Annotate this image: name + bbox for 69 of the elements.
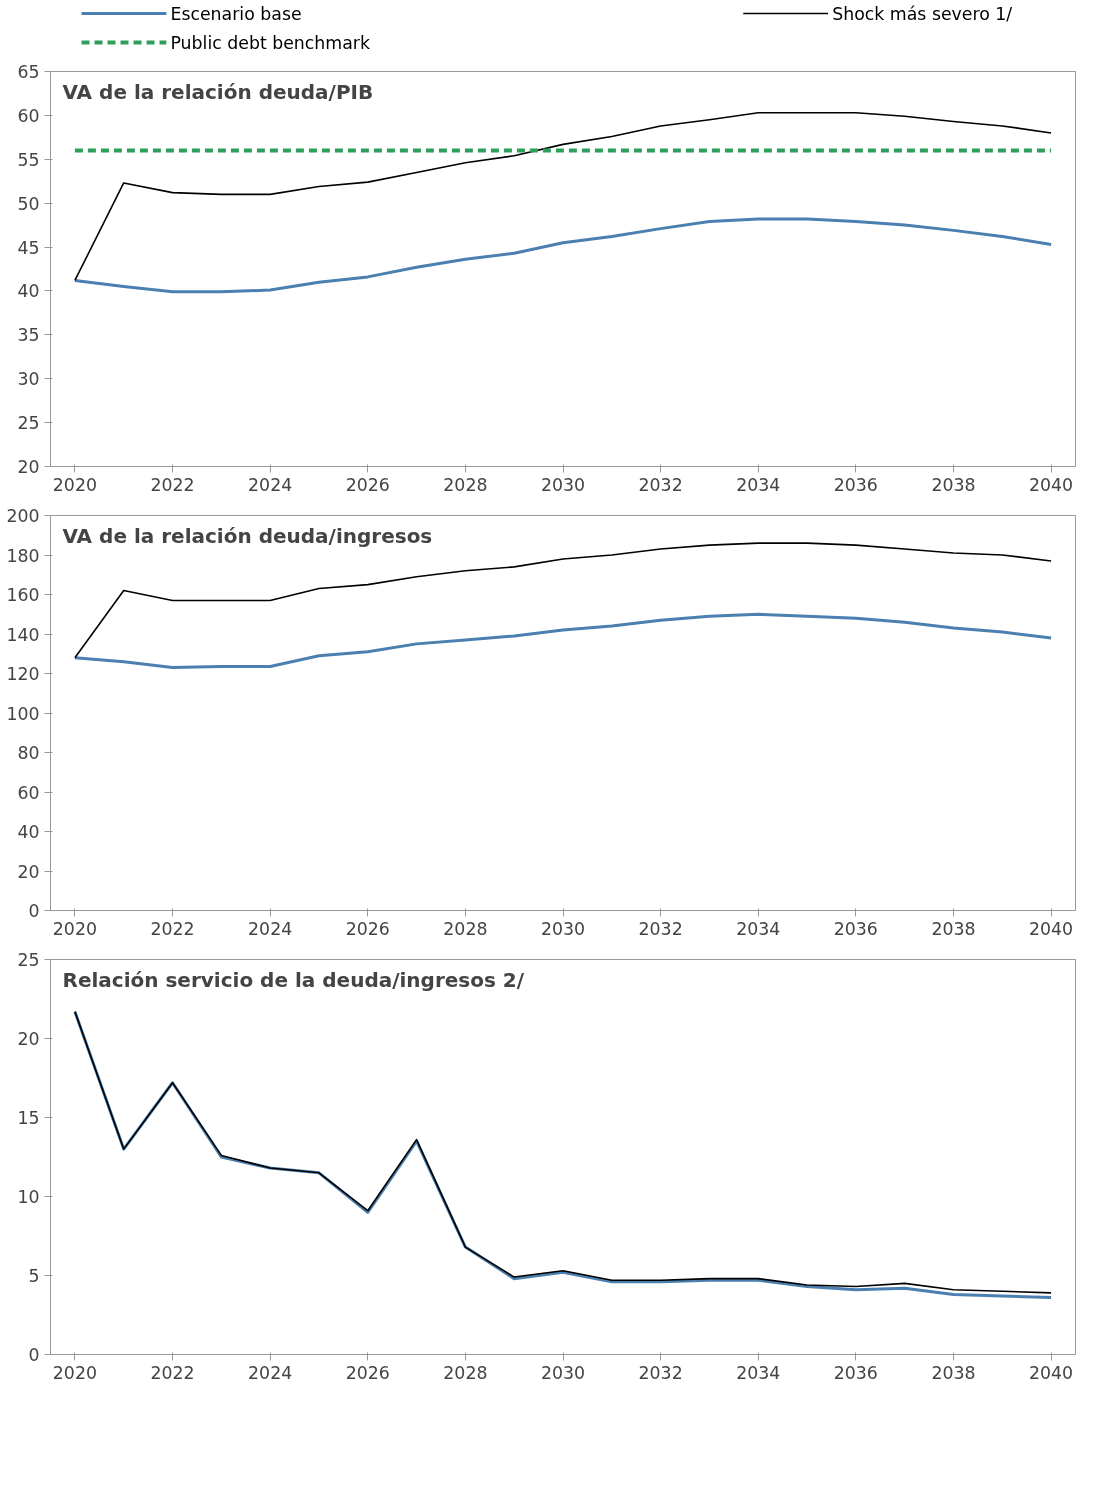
x-tick-label: 2030 xyxy=(540,1362,586,1383)
x-tick-label: 2030 xyxy=(540,918,586,939)
y-tick-label: 10 xyxy=(17,1187,40,1207)
x-tick-label: 2036 xyxy=(833,1362,878,1383)
legend-label: Public debt benchmark xyxy=(170,32,371,53)
y-tick-label: 25 xyxy=(17,950,40,970)
x-tick-label: 2040 xyxy=(1029,1362,1074,1383)
y-tick-label: 80 xyxy=(17,743,40,763)
y-tick-label: 15 xyxy=(17,1108,40,1128)
x-tick-label: 2026 xyxy=(345,474,390,495)
y-tick-label: 20 xyxy=(17,1029,40,1049)
x-tick-label: 2032 xyxy=(638,474,683,495)
x-tick-label: 2036 xyxy=(833,474,878,495)
x-tick-label: 2024 xyxy=(248,474,293,495)
x-tick-label: 2038 xyxy=(931,918,976,939)
x-tick-label: 2020 xyxy=(52,1362,97,1383)
x-tick-label: 2038 xyxy=(931,474,976,495)
y-tick-label: 30 xyxy=(17,369,40,390)
y-tick-label: 0 xyxy=(28,1345,40,1365)
y-tick-label: 100 xyxy=(6,703,40,724)
y-tick-label: 20 xyxy=(17,457,40,477)
y-tick-label: 0 xyxy=(28,901,40,921)
x-tick-label: 2026 xyxy=(345,918,390,939)
y-tick-label: 55 xyxy=(17,149,40,170)
line-series xyxy=(73,612,1053,670)
y-tick-label: 5 xyxy=(28,1266,40,1286)
y-tick-label: 40 xyxy=(17,822,40,842)
x-tick-label: 2024 xyxy=(248,918,293,939)
y-tick-label: 140 xyxy=(6,624,40,645)
x-tick-label: 2034 xyxy=(736,918,781,939)
y-tick-label: 180 xyxy=(6,545,40,566)
x-tick-label: 2038 xyxy=(931,1362,976,1383)
legend-label: Shock más severo 1/ xyxy=(832,3,1013,24)
y-tick-label: 45 xyxy=(17,237,40,258)
y-tick-label: 50 xyxy=(17,193,40,214)
y-tick-label: 65 xyxy=(17,62,40,82)
chart-title: Relación servicio de la deuda/ingresos 2/ xyxy=(62,967,525,992)
x-tick-label: 2040 xyxy=(1029,918,1074,939)
x-tick-label: 2040 xyxy=(1029,474,1074,495)
y-tick-label: 60 xyxy=(17,105,40,126)
x-tick-label: 2024 xyxy=(248,1362,293,1383)
x-tick-label: 2026 xyxy=(345,1362,390,1383)
x-tick-label: 2032 xyxy=(638,1362,683,1383)
y-tick-label: 20 xyxy=(17,861,40,882)
legend-label: Escenario base xyxy=(170,3,302,24)
x-tick-label: 2034 xyxy=(736,1362,781,1383)
y-tick-label: 60 xyxy=(17,782,40,803)
chart-title: VA de la relación deuda/ingresos xyxy=(62,523,433,548)
x-tick-label: 2034 xyxy=(736,474,781,495)
line-series xyxy=(73,217,1053,294)
line-series xyxy=(74,111,1052,282)
y-tick-label: 120 xyxy=(6,664,40,684)
x-tick-label: 2020 xyxy=(52,918,97,939)
x-tick-label: 2022 xyxy=(150,474,195,495)
x-tick-label: 2022 xyxy=(150,918,195,939)
x-tick-label: 2032 xyxy=(638,918,683,939)
x-tick-label: 2028 xyxy=(443,474,488,495)
y-tick-label: 200 xyxy=(6,506,40,526)
y-tick-label: 40 xyxy=(17,281,40,302)
x-tick-label: 2028 xyxy=(443,918,488,939)
chart-title: VA de la relación deuda/PIB xyxy=(62,79,374,104)
x-tick-label: 2020 xyxy=(52,474,97,495)
x-tick-label: 2030 xyxy=(540,474,586,495)
y-tick-label: 25 xyxy=(17,413,40,434)
x-tick-label: 2022 xyxy=(150,1362,195,1383)
x-tick-label: 2028 xyxy=(443,1362,488,1383)
y-tick-label: 160 xyxy=(6,585,40,605)
y-tick-label: 35 xyxy=(17,325,40,346)
x-tick-label: 2036 xyxy=(833,918,878,939)
